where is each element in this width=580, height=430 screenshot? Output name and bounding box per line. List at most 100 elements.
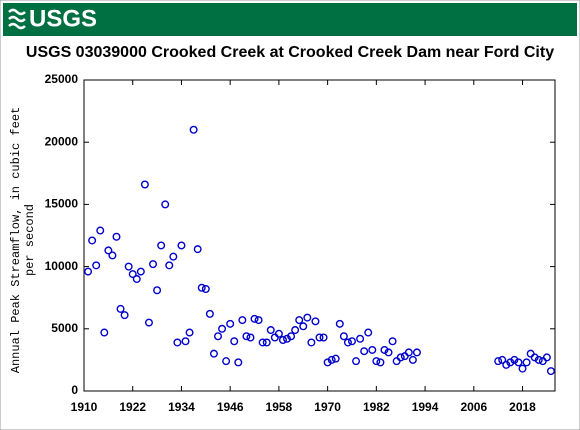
point	[295, 316, 304, 325]
point	[213, 332, 222, 341]
x-tick-label: 1970	[314, 400, 341, 414]
x-tick-label: 1958	[266, 400, 293, 414]
point	[380, 345, 389, 354]
point	[311, 317, 320, 326]
point	[534, 355, 543, 364]
point	[165, 261, 174, 270]
point	[120, 311, 129, 320]
point	[222, 357, 231, 366]
point	[246, 333, 255, 342]
point	[498, 355, 507, 364]
point	[153, 286, 162, 295]
y-axis-label: Annual Peak Streamflow, in cubic feet	[9, 107, 23, 373]
point	[250, 314, 259, 323]
x-tick-label: 1994	[412, 400, 439, 414]
point	[343, 338, 352, 347]
point	[116, 304, 125, 313]
point	[356, 334, 365, 343]
point	[327, 355, 336, 364]
point	[92, 261, 101, 270]
point	[319, 333, 328, 342]
x-tick-label: 1922	[119, 400, 146, 414]
point	[132, 275, 141, 284]
chart-title: USGS 03039000 Crooked Creek at Crooked C…	[26, 44, 554, 61]
point	[283, 334, 292, 343]
y-tick-label: 0	[71, 383, 78, 397]
header-bar	[3, 3, 577, 36]
point	[364, 328, 373, 337]
point	[307, 338, 316, 347]
x-tick-label: 2006	[460, 400, 487, 414]
point	[112, 232, 121, 241]
y-tick-label: 10000	[45, 259, 79, 273]
point	[193, 245, 202, 254]
x-tick-label: 1982	[363, 400, 390, 414]
point	[278, 335, 287, 344]
point	[352, 357, 361, 366]
point	[201, 284, 210, 293]
point	[287, 332, 296, 341]
point	[368, 345, 377, 354]
point	[140, 180, 149, 189]
point	[226, 319, 235, 328]
x-tick-label: 1946	[217, 400, 244, 414]
point	[218, 324, 227, 333]
point	[546, 367, 555, 376]
point	[258, 338, 267, 347]
point	[522, 358, 531, 367]
y-tick-label: 15000	[45, 197, 79, 211]
x-tick-label: 2018	[509, 400, 536, 414]
point	[404, 348, 413, 357]
point	[372, 357, 381, 366]
logo-waves	[8, 8, 26, 30]
plot-frame	[83, 79, 556, 392]
point	[84, 267, 93, 276]
point	[262, 338, 271, 347]
point	[335, 319, 344, 328]
point	[331, 354, 340, 363]
point	[502, 360, 511, 369]
y-tick-label: 5000	[51, 321, 78, 335]
point	[104, 246, 113, 255]
point	[173, 338, 182, 347]
point	[494, 357, 503, 366]
point	[299, 322, 308, 331]
point	[149, 260, 158, 269]
y-axis-label: per second	[23, 204, 37, 276]
point	[384, 348, 393, 357]
point	[197, 283, 206, 292]
point	[506, 358, 515, 367]
point	[376, 358, 385, 367]
point	[396, 353, 405, 362]
point	[542, 353, 551, 362]
point	[161, 200, 170, 209]
point	[144, 318, 153, 327]
point	[408, 355, 417, 364]
point	[274, 329, 283, 338]
x-tick-label: 1934	[168, 400, 195, 414]
point	[169, 252, 178, 261]
point	[124, 262, 133, 271]
point	[209, 349, 218, 358]
point	[388, 337, 397, 346]
point	[242, 332, 251, 341]
point	[323, 358, 332, 367]
point	[181, 337, 190, 346]
point	[108, 251, 117, 260]
point	[238, 316, 247, 325]
point	[136, 267, 145, 276]
point	[88, 236, 97, 245]
point	[230, 337, 239, 346]
y-tick-label: 20000	[45, 134, 79, 148]
point	[266, 326, 275, 335]
point	[96, 226, 105, 235]
point	[157, 241, 166, 250]
point	[189, 125, 198, 134]
point	[339, 332, 348, 341]
point	[254, 316, 263, 325]
point	[205, 309, 214, 318]
point	[510, 355, 519, 364]
